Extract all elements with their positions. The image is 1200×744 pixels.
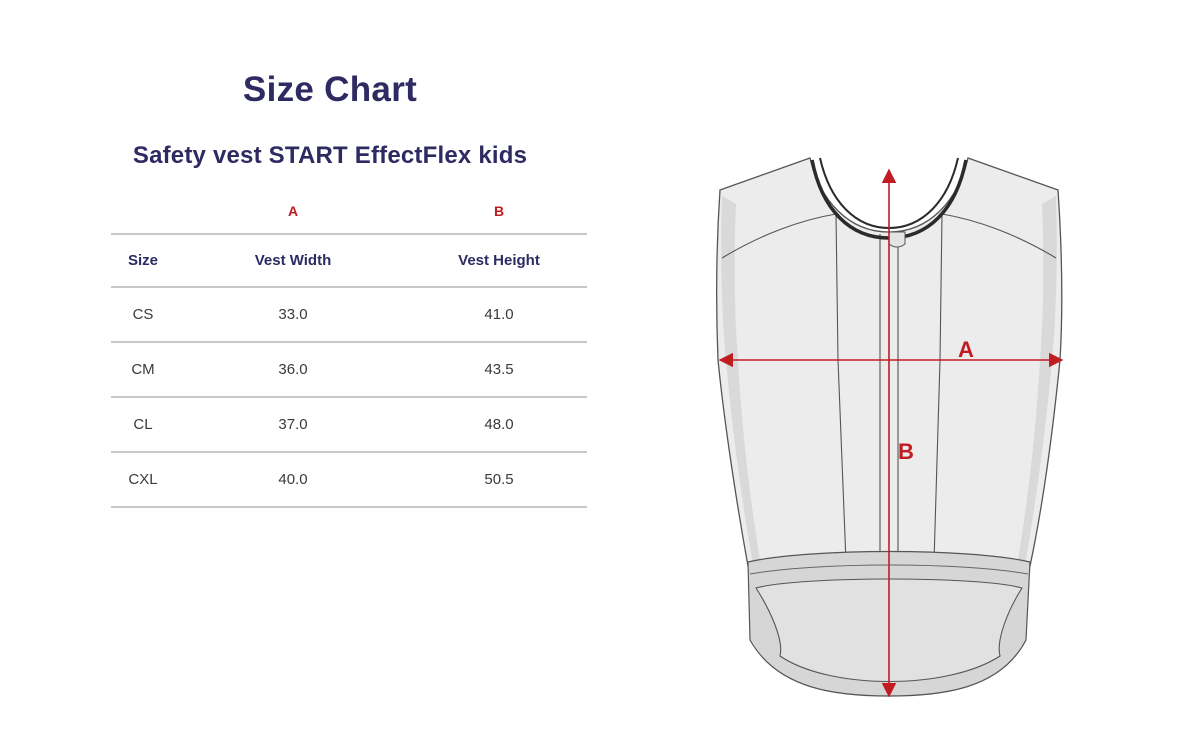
table-header-row: Size Vest Width Vest Height (111, 233, 587, 287)
letter-a-cell: A (287, 202, 299, 219)
width-cell: 40.0 (175, 451, 411, 508)
width-cell: 33.0 (175, 286, 411, 342)
collar-tab (888, 231, 906, 248)
letter-size-cell (111, 188, 175, 234)
height-cell: 50.5 (411, 451, 587, 508)
vest-right-side-shade (1018, 196, 1057, 560)
measure-a-label: A (958, 337, 974, 362)
vest-left-side-shade (721, 196, 760, 560)
table-row: CM 36.0 43.5 (111, 341, 587, 397)
left-shoulder-seam (721, 213, 837, 259)
size-cell: CXL (111, 451, 175, 508)
size-cell: CM (111, 341, 175, 397)
size-cell: CS (111, 286, 175, 342)
table-row: CXL 40.0 50.5 (111, 451, 587, 508)
vest-diagram: A B (716, 157, 1064, 698)
measure-letter-row: A B (111, 188, 587, 234)
letter-b-cell: B (493, 202, 505, 219)
product-subtitle: Safety vest START EffectFlex kids (132, 142, 528, 169)
measure-b-label: B (898, 439, 914, 464)
right-shoulder-seam (941, 213, 1057, 259)
table-row: CL 37.0 48.0 (111, 396, 587, 452)
height-cell: 48.0 (411, 396, 587, 452)
header-vest-width: Vest Width (175, 233, 411, 287)
width-cell: 37.0 (175, 396, 411, 452)
size-table: A B Size Vest Width Vest Height CS 33.0 … (111, 188, 587, 508)
height-cell: 43.5 (411, 341, 587, 397)
header-size: Size (111, 233, 175, 287)
size-cell: CL (111, 396, 175, 452)
height-cell: 41.0 (411, 286, 587, 342)
width-cell: 36.0 (175, 341, 411, 397)
center-zip-line (879, 234, 899, 560)
table-row: CS 33.0 41.0 (111, 286, 587, 342)
header-vest-height: Vest Height (411, 233, 587, 287)
page-title: Size Chart (242, 70, 418, 109)
